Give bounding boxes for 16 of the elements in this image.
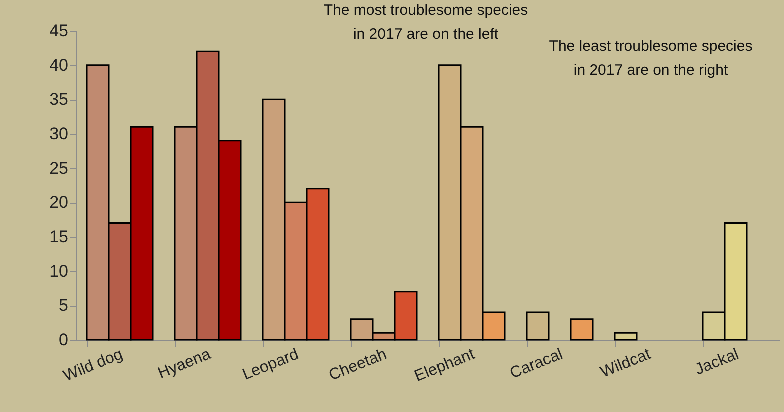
x-tick-label: Hyaena [156, 346, 214, 383]
x-tick-label: Jackal [692, 346, 742, 379]
y-tick-label: 5 [59, 296, 68, 316]
annotation: The least troublesome species in 2017 are on the right [549, 38, 753, 79]
bar [614, 332, 638, 341]
y-tick-label: 15 [50, 228, 68, 246]
y-tick-label: 25 [50, 158, 68, 178]
annotation: The most troublesome species in 2017 are on the left [324, 2, 528, 43]
y-tick-label: 20 [50, 193, 68, 212]
y-tick-label: 35 [50, 90, 68, 110]
bar [570, 318, 594, 341]
y-tick-label: 30 [50, 124, 68, 144]
y-tick-label: 10 [50, 262, 68, 281]
y-tick-label: 40 [50, 56, 68, 75]
bar [526, 312, 550, 341]
y-tick-label: 45 [50, 22, 68, 40]
